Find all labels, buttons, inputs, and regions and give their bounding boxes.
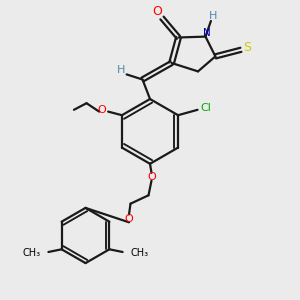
Text: H: H <box>116 65 125 75</box>
Text: S: S <box>244 41 251 55</box>
Text: CH₃: CH₃ <box>130 248 148 258</box>
Text: N: N <box>203 28 211 38</box>
Text: O: O <box>148 172 157 182</box>
Text: CH₃: CH₃ <box>22 248 40 258</box>
Text: O: O <box>124 214 133 224</box>
Text: Cl: Cl <box>200 103 211 113</box>
Text: O: O <box>153 5 162 18</box>
Text: O: O <box>98 105 106 116</box>
Text: H: H <box>209 11 218 21</box>
